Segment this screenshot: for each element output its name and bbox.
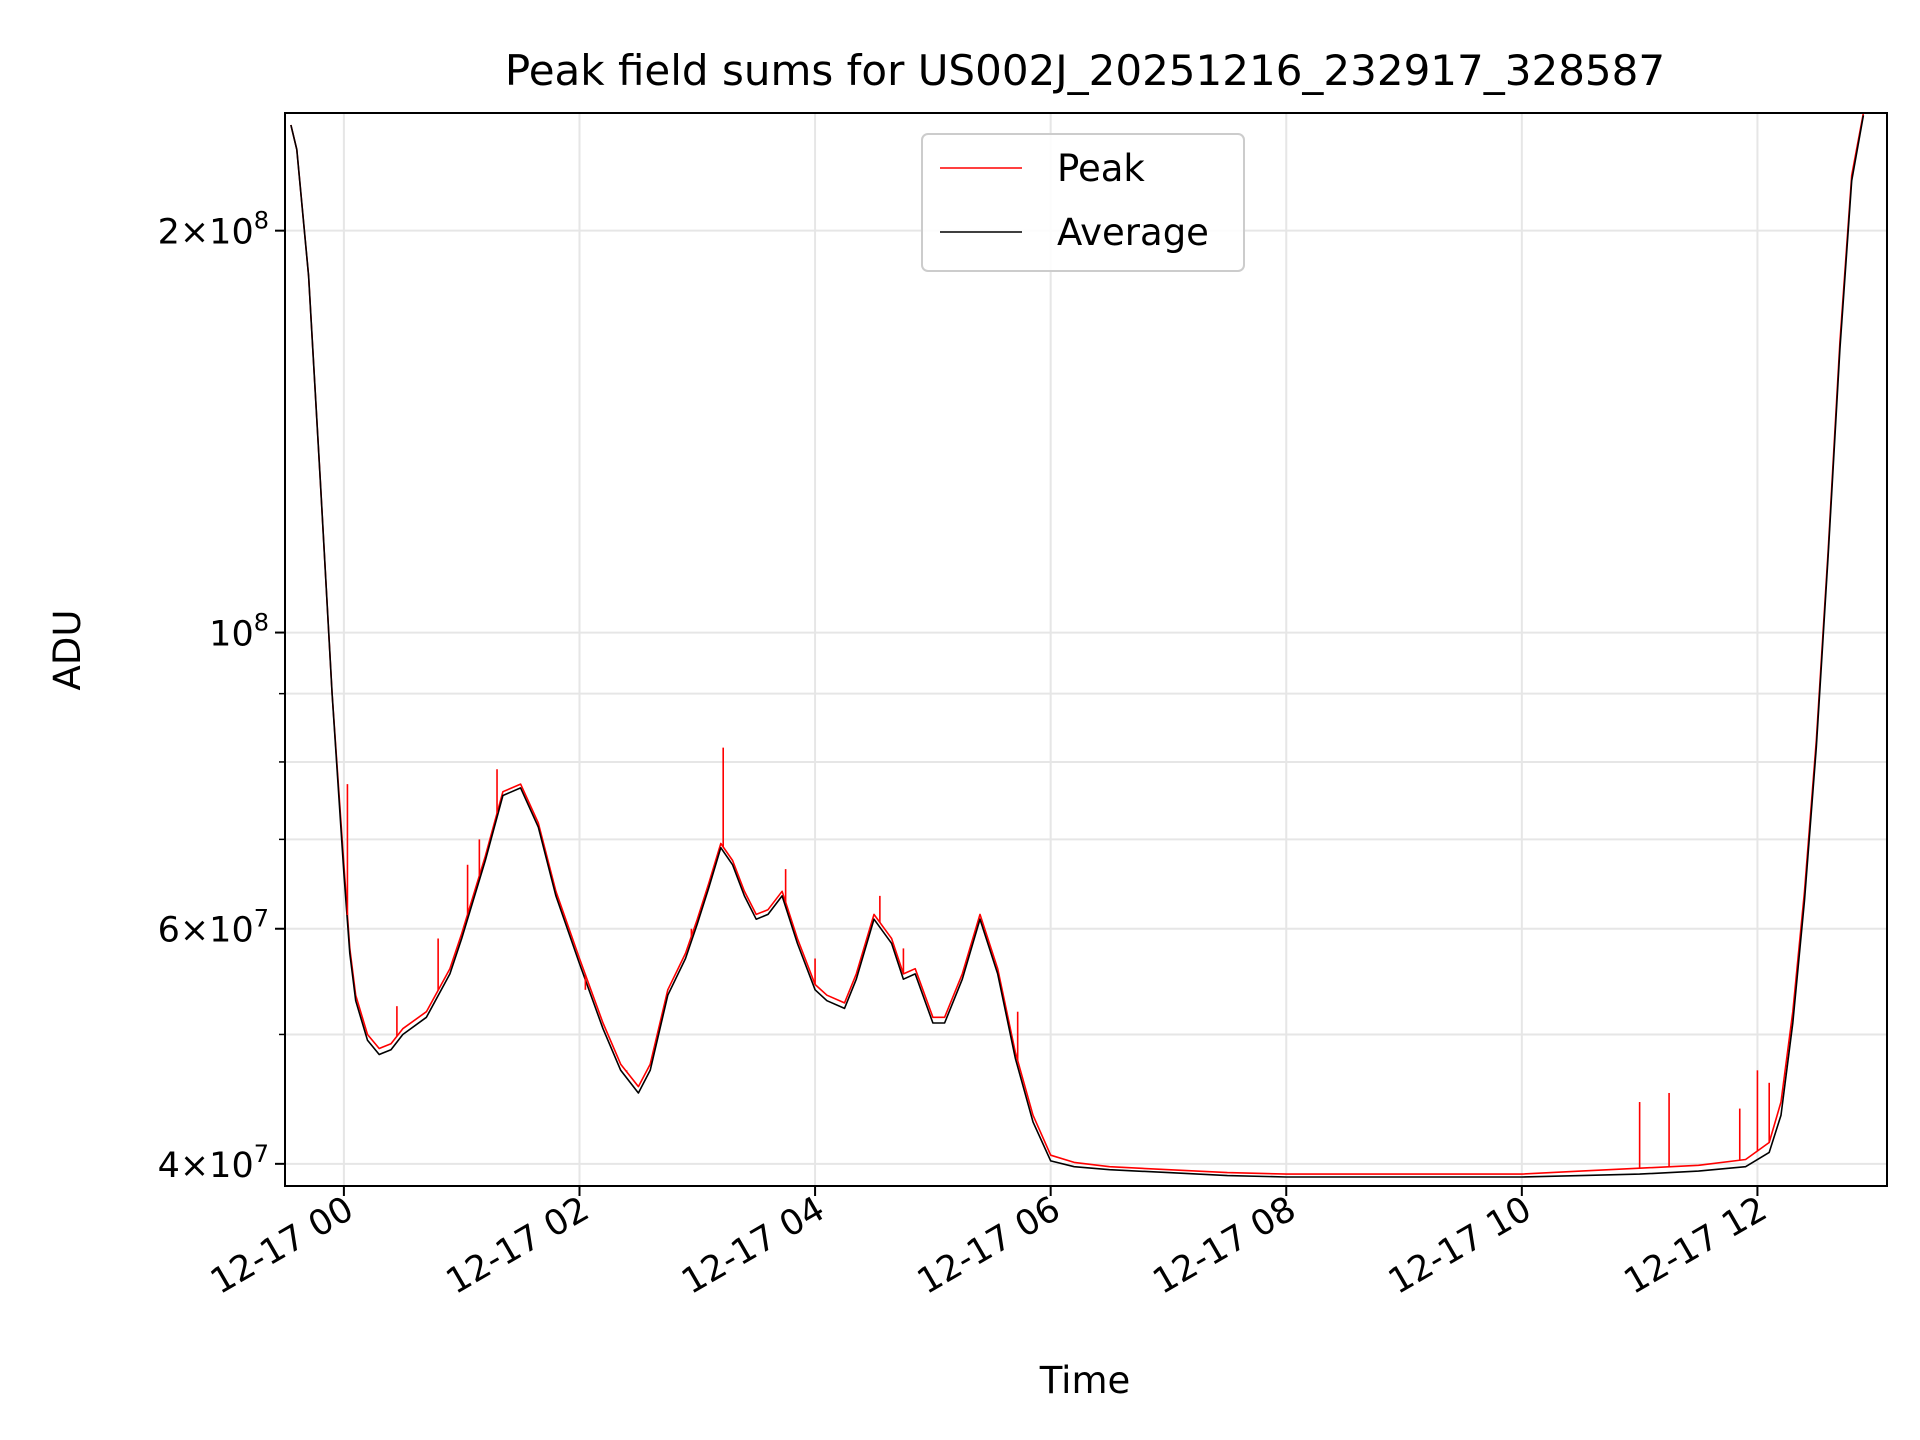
y-tick-label: 108 [209,609,269,655]
series-line-average [290,115,1865,1178]
x-axis-label: Time [1039,1359,1131,1402]
series-layer [290,113,1865,1178]
plot-frame [284,112,1888,1187]
y-axis: 4×107 6×107 108 2×108 [158,207,285,1186]
chart-title: Peak field sums for US002J_20251216_2329… [505,46,1665,95]
legend-label-peak: Peak [1057,147,1145,190]
y-axis-label: ADU [46,610,89,691]
y-tick-label: 2×108 [158,207,269,253]
legend-label-average: Average [1057,211,1209,254]
series-line-peak [290,113,1865,1175]
legend: Peak Average [921,133,1245,272]
y-tick-label: 6×107 [158,905,269,951]
y-tick-label: 4×107 [158,1140,269,1186]
